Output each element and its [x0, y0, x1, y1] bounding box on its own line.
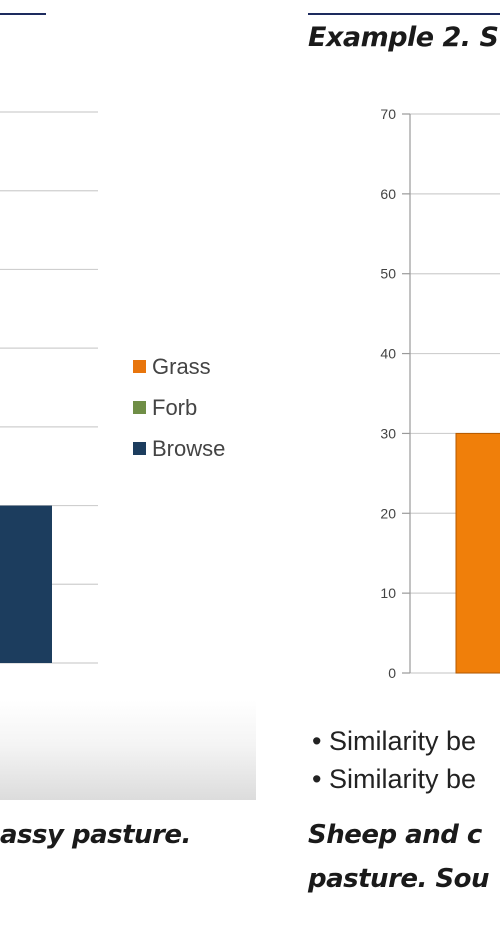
right-bar-grass [455, 432, 500, 674]
legend-label-grass: Grass [152, 353, 211, 379]
left-caption: assy pasture. [0, 820, 191, 850]
right-y-tick-label: 60 [380, 186, 396, 202]
right-y-tick-label: 0 [388, 665, 396, 681]
left-header-rule [0, 13, 46, 15]
legend-item-forb: Forb [133, 387, 225, 428]
left-chart-legend: Grass Forb Browse [133, 346, 225, 469]
forb-swatch [133, 401, 146, 414]
right-y-tick-label: 50 [380, 266, 396, 282]
right-caption-line-2: pasture. Sou [308, 864, 490, 894]
left-chart [0, 111, 98, 664]
bullet-2: • Similarity be [312, 764, 476, 794]
legend-item-browse: Browse [133, 428, 225, 469]
legend-label-forb: Forb [152, 394, 198, 420]
right-y-tick-label: 10 [380, 585, 396, 601]
left-bar-browse [0, 505, 52, 663]
bullet-1: • Similarity be [312, 726, 476, 756]
legend-label-browse: Browse [152, 435, 226, 461]
right-caption-line-1: Sheep and c [308, 820, 482, 850]
right-header-rule [308, 13, 500, 15]
right-y-tick-label: 40 [380, 346, 396, 362]
browse-swatch [133, 442, 146, 455]
right-y-tick-label: 70 [380, 106, 396, 122]
right-y-tick-label: 20 [380, 505, 396, 521]
right-y-tick-label: 30 [380, 425, 396, 441]
example-heading: Example 2. S [308, 22, 499, 53]
similarity-bullets: • Similarity be • Similarity be [312, 722, 476, 798]
left-panel-shadow [0, 700, 256, 800]
right-chart: 0 10 20 30 40 50 60 70 [380, 106, 500, 681]
grass-swatch [133, 360, 146, 373]
legend-item-grass: Grass [133, 346, 225, 387]
